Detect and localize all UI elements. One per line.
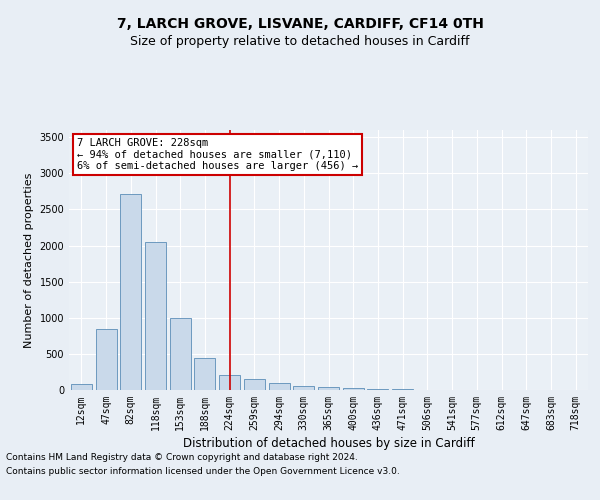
Bar: [269, 383, 290, 390]
Bar: [343, 388, 364, 390]
Bar: [219, 375, 240, 390]
Bar: [145, 242, 166, 390]
Bar: [170, 318, 191, 390]
Text: 7, LARCH GROVE, LISVANE, CARDIFF, CF14 0TH: 7, LARCH GROVE, LISVANE, CARDIFF, CF14 0…: [116, 18, 484, 32]
Text: Contains HM Land Registry data © Crown copyright and database right 2024.: Contains HM Land Registry data © Crown c…: [6, 454, 358, 462]
Text: 7 LARCH GROVE: 228sqm
← 94% of detached houses are smaller (7,110)
6% of semi-de: 7 LARCH GROVE: 228sqm ← 94% of detached …: [77, 138, 358, 171]
Bar: [71, 384, 92, 390]
Bar: [367, 389, 388, 390]
Bar: [194, 358, 215, 390]
Text: Contains public sector information licensed under the Open Government Licence v3: Contains public sector information licen…: [6, 467, 400, 476]
Bar: [318, 387, 339, 390]
X-axis label: Distribution of detached houses by size in Cardiff: Distribution of detached houses by size …: [182, 437, 475, 450]
Bar: [120, 194, 141, 390]
Bar: [244, 379, 265, 390]
Y-axis label: Number of detached properties: Number of detached properties: [24, 172, 34, 348]
Text: Size of property relative to detached houses in Cardiff: Size of property relative to detached ho…: [130, 35, 470, 48]
Bar: [95, 330, 116, 390]
Bar: [293, 386, 314, 390]
